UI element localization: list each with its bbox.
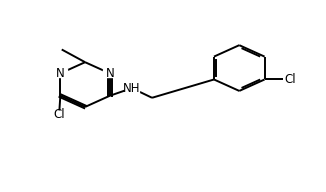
Polygon shape [54, 69, 67, 77]
Text: N: N [105, 67, 114, 80]
Text: Cl: Cl [284, 73, 296, 86]
Text: N: N [56, 67, 65, 80]
Polygon shape [103, 69, 116, 77]
Text: Cl: Cl [53, 108, 65, 121]
Text: NH: NH [123, 82, 141, 95]
Polygon shape [125, 84, 139, 92]
